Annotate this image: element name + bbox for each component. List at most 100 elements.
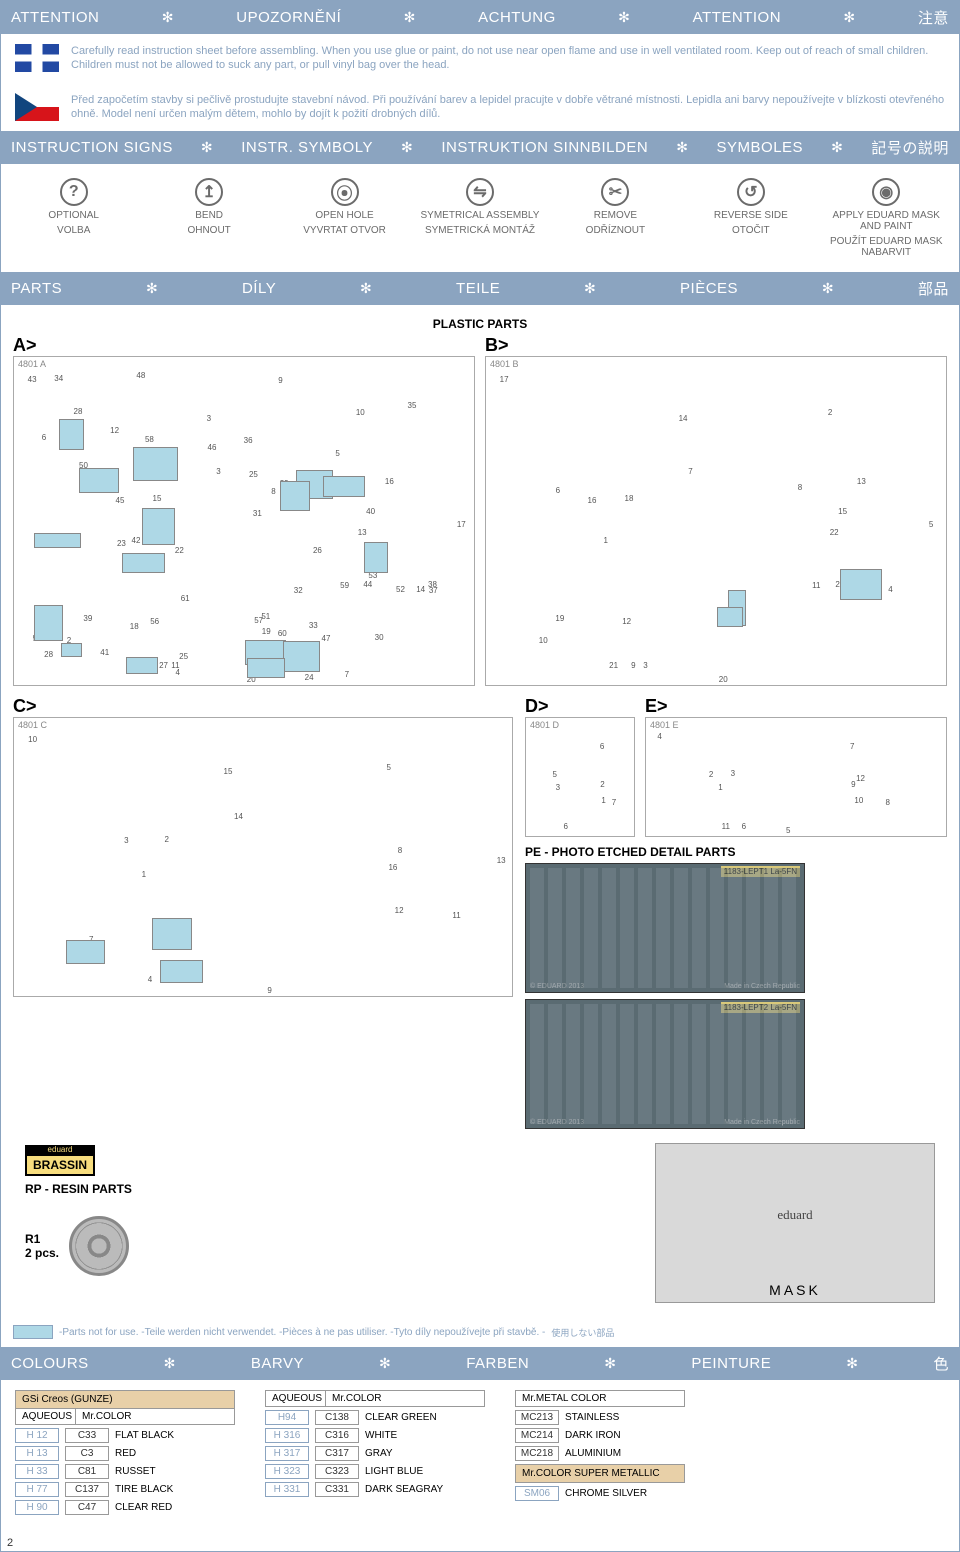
sep-icon: ✻ xyxy=(379,1355,391,1372)
sign-cz: ODŘÍZNOUT xyxy=(586,225,645,236)
page: ATTENTION ✻ UPOZORNĚNÍ ✻ ACHTUNG ✻ ATTEN… xyxy=(0,0,960,1552)
part-number: 1 xyxy=(601,796,605,805)
attention-banner: ATTENTION ✻ UPOZORNĚNÍ ✻ ACHTUNG ✻ ATTEN… xyxy=(1,1,959,34)
unused-part xyxy=(840,569,882,600)
code-b: C47 xyxy=(65,1500,109,1515)
unused-part xyxy=(152,918,192,950)
colours-1: BARVY xyxy=(251,1355,304,1372)
col2-head-b: Mr.COLOR xyxy=(326,1391,386,1406)
rp-area: eduard BRASSIN RP - RESIN PARTS R1 2 pcs… xyxy=(25,1145,325,1276)
attention-2: ACHTUNG xyxy=(478,9,556,26)
code-b: C323 xyxy=(315,1464,359,1479)
sprue-e-label: E> xyxy=(645,696,947,717)
colour-group-3: Mr.METAL COLOR MC213 STAINLESSMC214 DARK… xyxy=(515,1390,685,1501)
colour-row: H 77C137 TIRE BLACK xyxy=(15,1482,235,1497)
sep-icon: ✻ xyxy=(843,9,855,26)
colour-row: H 323C323 LIGHT BLUE xyxy=(265,1464,485,1479)
part-number: 6 xyxy=(42,433,46,442)
part-number: 13 xyxy=(497,856,506,865)
part-number: 10 xyxy=(356,408,365,417)
part-number: 2 xyxy=(709,770,713,779)
sep-icon: ✻ xyxy=(360,280,372,297)
part-number: 41 xyxy=(100,648,109,657)
pe-sheet-2: 1183-LEPT2 La-5FN © EDUARD 2013 Made in … xyxy=(525,999,805,1129)
part-number: 10 xyxy=(539,636,548,645)
code-b: C33 xyxy=(65,1428,109,1443)
part-number: 6 xyxy=(600,742,604,751)
colour-name: FLAT BLACK xyxy=(115,1430,235,1441)
part-number: 14 xyxy=(679,414,688,423)
code-b: C137 xyxy=(65,1482,109,1497)
part-number: 15 xyxy=(838,507,847,516)
unused-part xyxy=(280,481,310,511)
part-number: 5 xyxy=(929,520,933,529)
colour-group-2: AQUEOUS Mr.COLOR H94C138 CLEAR GREENH 31… xyxy=(265,1390,485,1497)
part-number: 31 xyxy=(253,509,262,518)
part-number: 9 xyxy=(851,780,855,789)
sep-icon: ✻ xyxy=(164,1355,176,1372)
part-number: 13 xyxy=(857,477,866,486)
part-number: 16 xyxy=(588,496,597,505)
part-number: 8 xyxy=(271,487,275,496)
part-number: 47 xyxy=(322,634,331,643)
colour-name: TIRE BLACK xyxy=(115,1484,235,1495)
colours-2: FARBEN xyxy=(466,1355,529,1372)
super-metallic-label: Mr.COLOR SUPER METALLIC xyxy=(515,1464,685,1483)
sign-en: OPTIONAL xyxy=(48,210,99,221)
part-number: 25 xyxy=(179,652,188,661)
part-number: 8 xyxy=(885,798,889,807)
sep-icon: ✻ xyxy=(822,280,834,297)
sign-cz: SYMETRICKÁ MONTÁŽ xyxy=(425,225,535,236)
part-number: 15 xyxy=(224,767,233,776)
part-number: 7 xyxy=(850,742,854,751)
part-number: 9 xyxy=(267,986,271,995)
signs-1: INSTR. SYMBOLY xyxy=(241,139,373,156)
sprue-c: 4801 C 16511161232109487131415 xyxy=(13,717,513,997)
unused-part xyxy=(61,643,82,657)
rp-qty: 2 pcs. xyxy=(25,1246,59,1260)
instruction-sign: ✂ REMOVE ODŘÍZNOUT xyxy=(553,178,678,258)
part-number: 2 xyxy=(165,835,169,844)
colour-name: CLEAR GREEN xyxy=(365,1412,485,1423)
warning-cz-text: Před započetím stavby si pečlivě prostud… xyxy=(71,93,945,122)
mask-box: eduard MASK xyxy=(655,1143,935,1303)
part-number: 3 xyxy=(207,414,211,423)
colour-row: H 317C317 GRAY xyxy=(265,1446,485,1461)
pe-made: Made in Czech Republic xyxy=(724,1119,800,1126)
sign-cz: OTOČIT xyxy=(732,225,770,236)
part-number: 1 xyxy=(142,870,146,879)
part-number: 27 xyxy=(159,661,168,670)
colour-brand: GSi Creos (GUNZE) xyxy=(15,1390,235,1409)
pe-copyright: © EDUARD 2013 xyxy=(530,983,584,990)
sprue-c-id: 4801 C xyxy=(18,720,47,730)
unused-part xyxy=(160,960,203,983)
sign-en: SYMETRICAL ASSEMBLY xyxy=(421,210,540,221)
part-number: 19 xyxy=(262,627,271,636)
colour-row: H 90C47 CLEAR RED xyxy=(15,1500,235,1515)
part-number: 10 xyxy=(28,735,37,744)
sprue-b: 4801 B 132422221618172021151957141398101… xyxy=(485,356,947,686)
sign-cz: POUŽÍT EDUARD MASK NABARVIT xyxy=(824,236,949,258)
colours-3: PEINTURE xyxy=(691,1355,771,1372)
parts-2: TEILE xyxy=(456,280,500,297)
part-number: 24 xyxy=(305,673,314,682)
code-a: H 331 xyxy=(265,1482,309,1497)
part-number: 38 xyxy=(428,580,437,589)
part-number: 40 xyxy=(366,507,375,516)
rp-item: R1 xyxy=(25,1232,59,1246)
sep-icon: ✻ xyxy=(846,1355,858,1372)
part-number: 5 xyxy=(786,826,790,835)
part-number: 61 xyxy=(181,594,190,603)
part-number: 21 xyxy=(609,661,618,670)
instruction-sign: ? OPTIONAL VOLBA xyxy=(11,178,136,258)
sep-icon: ✻ xyxy=(618,9,630,26)
part-number: 6 xyxy=(563,822,567,831)
attention-1: UPOZORNĚNÍ xyxy=(236,9,341,26)
unused-part xyxy=(66,940,105,964)
part-number: 17 xyxy=(500,375,509,384)
signs-0: INSTRUCTION SIGNS xyxy=(11,139,173,156)
code-b: C316 xyxy=(315,1428,359,1443)
part-number: 12 xyxy=(110,426,119,435)
part-number: 33 xyxy=(309,621,318,630)
instruction-sign: ↥ BEND OHNOUT xyxy=(146,178,271,258)
